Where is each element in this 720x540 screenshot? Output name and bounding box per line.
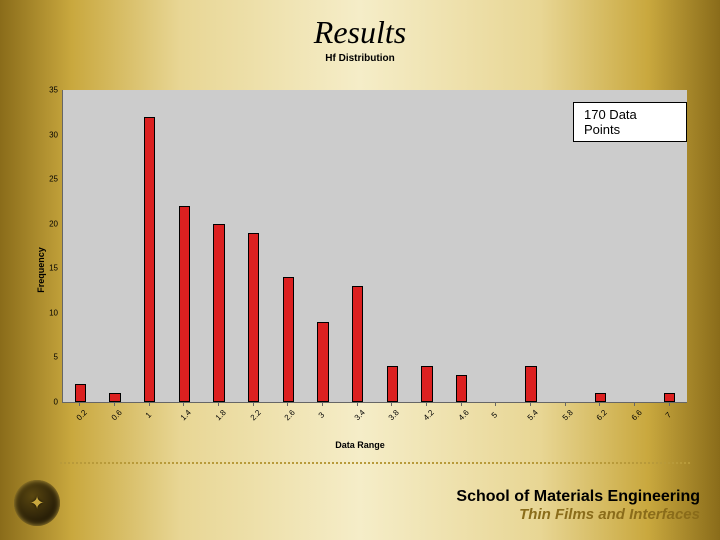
plot-background: 170 Data Points (62, 90, 687, 403)
slide-title: Results (0, 0, 720, 51)
x-tick-label: 0.2 (75, 408, 89, 422)
footer-block: School of Materials Engineering Thin Fil… (456, 487, 700, 524)
x-tick-label: 4.6 (456, 408, 470, 422)
x-tick-label: 1 (143, 410, 153, 420)
x-tick-label: 0.6 (110, 408, 124, 422)
footer-divider (60, 462, 690, 464)
x-tick-label: 7 (663, 410, 673, 420)
logo-badge: ✦ (14, 480, 60, 526)
x-tick-label: 5.8 (560, 408, 574, 422)
bar (283, 277, 294, 402)
x-tick-label: 2.2 (248, 408, 262, 422)
bar (144, 117, 155, 402)
annotation-callout: 170 Data Points (573, 102, 687, 142)
bar (387, 366, 398, 402)
x-tick-label: 3.4 (352, 408, 366, 422)
bar (421, 366, 432, 402)
x-tick-label: 4.2 (422, 408, 436, 422)
bar (213, 224, 224, 402)
x-tick-label: 5 (490, 410, 500, 420)
bar (248, 233, 259, 402)
x-axis-ticks: 0.2 0.6 1 1.4 1.8 2.2 2.6 3 3.4 3.8 4.2 4.6 5 5.4 5.8 6… (62, 406, 686, 434)
bar (109, 393, 120, 402)
x-tick-label: 6.6 (630, 408, 644, 422)
logo-badge-glyph: ✦ (29, 493, 44, 514)
y-tick-label: 20 (49, 219, 58, 228)
footer-line-2: Thin Films and Interfaces (456, 506, 700, 524)
bar (664, 393, 675, 402)
chart-area: Frequency 05101520253035 170 Data Points… (28, 90, 692, 450)
y-tick-label: 0 (54, 398, 58, 407)
y-axis-ticks: 05101520253035 (36, 90, 60, 402)
x-tick-label: 2.6 (283, 408, 297, 422)
footer-line-1: School of Materials Engineering (456, 487, 700, 506)
bar (595, 393, 606, 402)
y-tick-label: 35 (49, 86, 58, 95)
x-tick-label: 1.4 (179, 408, 193, 422)
bar (75, 384, 86, 402)
y-tick-label: 25 (49, 175, 58, 184)
y-tick-label: 15 (49, 264, 58, 273)
bar (317, 322, 328, 402)
x-axis-label: Data Range (28, 440, 692, 450)
y-tick-label: 30 (49, 130, 58, 139)
y-tick-label: 5 (54, 353, 58, 362)
chart-title: Hf Distribution (0, 53, 720, 64)
bar (525, 366, 536, 402)
y-tick-label: 10 (49, 308, 58, 317)
x-tick-label: 3.8 (387, 408, 401, 422)
x-tick-label: 1.8 (214, 408, 228, 422)
bar (352, 286, 363, 402)
slide-page: Results Hf Distribution Frequency 051015… (0, 0, 720, 540)
x-tick-label: 5.4 (526, 408, 540, 422)
bar (179, 206, 190, 402)
x-tick-label: 6.2 (595, 408, 609, 422)
x-tick-label: 3 (317, 410, 327, 420)
bar (456, 375, 467, 402)
